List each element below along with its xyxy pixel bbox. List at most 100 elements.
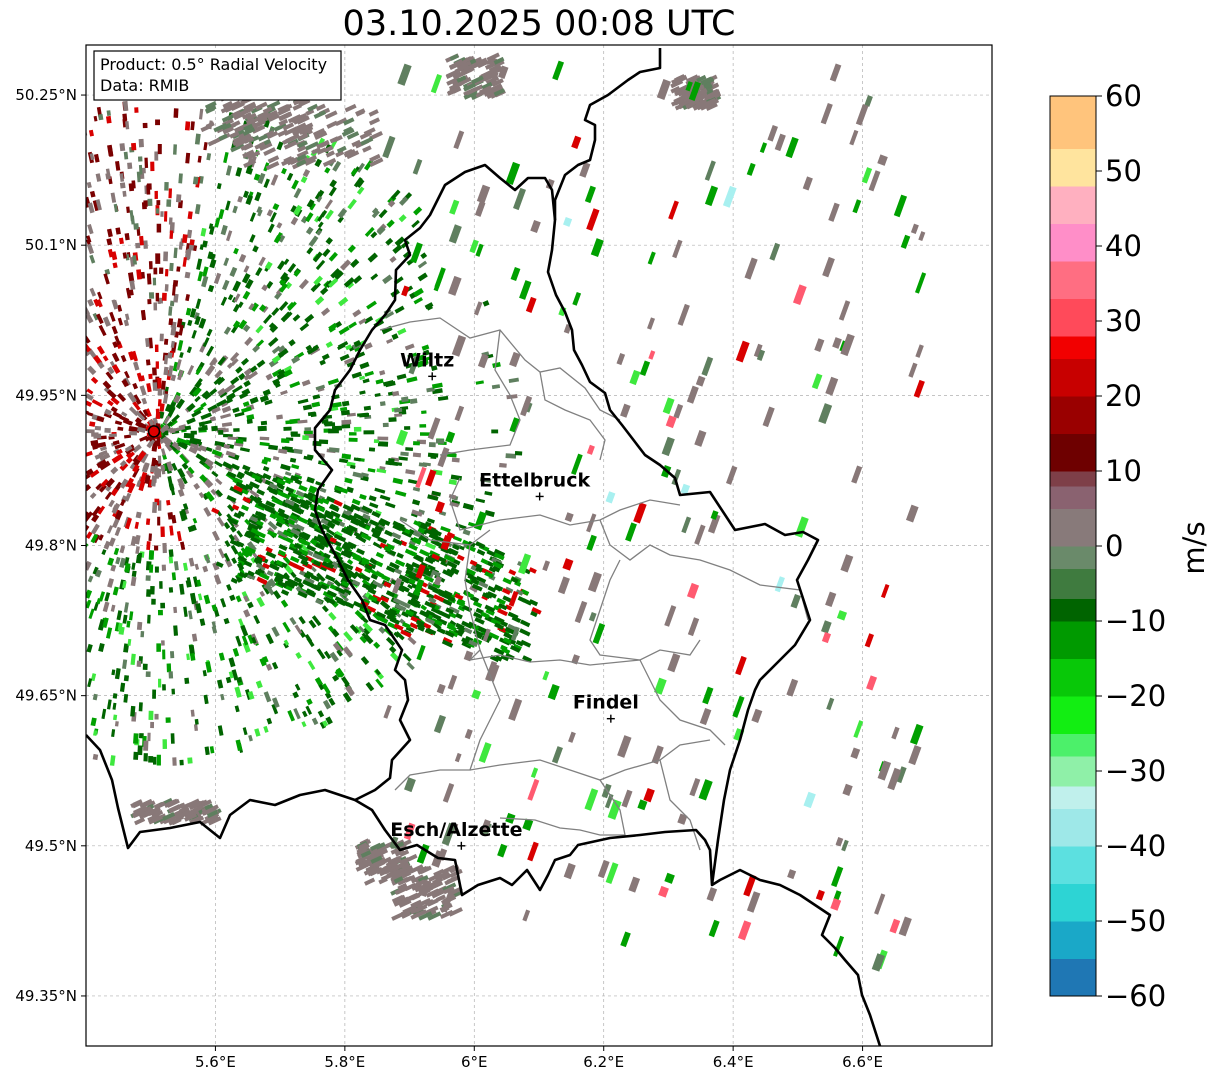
echo-pixel [437,447,450,468]
echo-pixel [518,553,532,575]
echo-pixel [168,188,173,199]
echo-pixel [311,401,321,408]
echo-pixel [290,216,299,226]
echo-pixel [312,251,323,263]
echo-pixel [61,340,70,350]
echo-pixel [350,503,361,512]
echo-pixel [145,337,150,348]
echo-pixel [592,622,606,645]
echo-pixel [0,586,5,593]
echo-pixel [133,751,139,760]
canton-boundary-luxembourg [469,654,641,666]
echo-pixel [453,535,463,542]
echo-pixel [132,467,140,478]
echo-pixel [230,120,241,129]
echo-pixel [268,488,279,496]
echo-pixel [701,356,714,377]
echo-pixel [243,190,249,199]
echo-pixel [661,436,675,457]
echo-pixel [160,526,165,538]
echo-pixel [256,596,265,608]
echo-pixel [86,524,90,533]
echo-pixel [240,483,249,491]
echo-pixel [250,536,261,544]
echo-pixel [191,633,198,642]
echo-pixel [53,423,60,427]
echo-pixel [38,501,46,508]
echo-pixel [164,211,168,222]
echo-pixel [179,583,185,595]
echo-pixel [296,149,309,159]
echo-pixel [132,382,139,390]
echo-pixel [430,365,438,371]
echo-pixel [86,313,94,324]
echo-pixel [312,560,322,567]
echo-pixel [213,272,222,285]
echo-pixel [283,368,293,378]
echo-pixel [838,300,851,321]
echo-pixel [235,540,245,548]
lon-tick-label: 6°E [461,1053,488,1071]
echo-pixel [317,221,324,228]
echo-pixel [413,297,423,305]
echo-pixel [389,617,401,625]
echo-pixel [699,100,712,109]
echo-pixel [338,326,350,335]
echo-pixel [377,536,388,545]
echo-pixel [401,610,410,618]
echo-pixel [61,513,69,521]
echo-pixel [404,609,415,617]
echo-pixel [223,326,232,335]
echo-pixel [170,340,175,348]
echo-pixel [253,535,266,544]
echo-pixel [200,402,207,408]
echo-pixel [287,114,302,124]
echo-pixel [142,663,148,670]
echo-pixel [360,850,372,858]
echo-pixel [448,606,460,615]
echo-pixel [443,590,453,598]
echo-pixel [193,482,201,490]
echo-pixel [117,392,127,403]
echo-pixel [236,676,242,684]
echo-pixel [351,139,362,148]
echo-pixel [668,200,679,220]
echo-pixel [90,717,97,727]
echo-pixel [114,668,121,680]
echo-pixel [667,653,681,673]
echo-pixel [209,388,218,396]
echo-pixel [268,563,280,572]
echo-pixel [287,301,297,312]
echo-pixel [453,130,465,150]
echo-pixel [363,633,374,645]
echo-pixel [324,509,335,518]
echo-pixel [349,432,357,436]
echo-pixel [204,746,210,756]
echo-pixel [259,394,269,403]
echo-pixel [43,592,50,600]
echo-pixel [424,899,435,907]
echo-pixel [263,314,273,324]
city-label: Wiltz [400,349,454,371]
echo-pixel [4,154,11,164]
echo-pixel [168,306,173,316]
echo-pixel [313,535,323,543]
echo-pixel [448,81,463,91]
echo-pixel [319,140,330,148]
echo-pixel [255,680,263,689]
echo-pixel [104,408,112,416]
echo-pixel [8,438,17,443]
echo-pixel [76,566,83,573]
echo-pixel [410,874,424,884]
echo-pixel [405,569,413,576]
echo-pixel [156,200,161,206]
echo-pixel [303,430,313,435]
echo-pixel [427,494,439,501]
echo-pixel [134,107,139,113]
echo-pixel [359,390,366,395]
echo-pixel [56,119,62,129]
echo-pixel [421,410,427,414]
echo-pixel [31,568,40,578]
echo-pixel [337,208,348,219]
echo-pixel [64,215,69,222]
